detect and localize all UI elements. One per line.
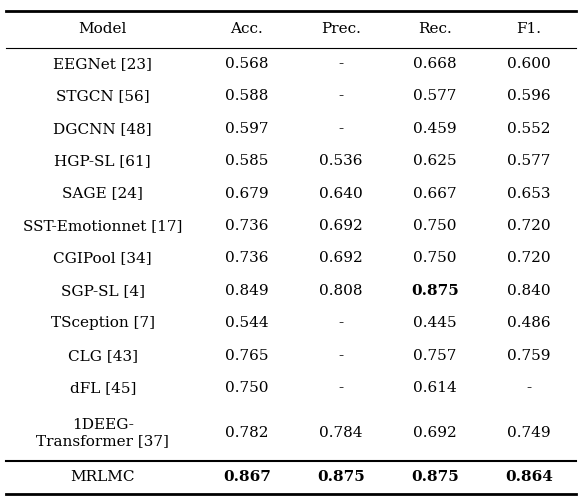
Text: HGP-SL [61]: HGP-SL [61] [55,154,151,168]
Text: 0.568: 0.568 [225,57,268,71]
Text: Rec.: Rec. [418,22,452,36]
Text: DGCNN [48]: DGCNN [48] [54,122,152,136]
Text: 0.875: 0.875 [317,470,365,484]
Text: 0.585: 0.585 [225,154,268,168]
Text: SGP-SL [4]: SGP-SL [4] [61,284,145,298]
Text: 0.459: 0.459 [413,122,457,136]
Text: 0.596: 0.596 [508,90,551,104]
Text: 0.875: 0.875 [411,470,459,484]
Text: 0.692: 0.692 [319,219,363,233]
Text: 0.736: 0.736 [225,252,268,266]
Text: 0.784: 0.784 [319,426,363,440]
Text: 0.614: 0.614 [413,381,457,395]
Text: 0.552: 0.552 [508,122,551,136]
Text: 0.765: 0.765 [225,348,268,362]
Text: -: - [527,381,532,395]
Text: 0.588: 0.588 [225,90,268,104]
Text: 0.782: 0.782 [225,426,268,440]
Text: Model: Model [79,22,127,36]
Text: CGIPool [34]: CGIPool [34] [54,252,152,266]
Text: 0.808: 0.808 [319,284,363,298]
Text: 0.757: 0.757 [413,348,457,362]
Text: 0.640: 0.640 [319,186,363,200]
Text: Prec.: Prec. [321,22,361,36]
Text: 0.840: 0.840 [508,284,551,298]
Text: -: - [338,316,343,330]
Text: 0.867: 0.867 [223,470,271,484]
Text: STGCN [56]: STGCN [56] [56,90,150,104]
Text: Acc.: Acc. [230,22,263,36]
Text: 0.720: 0.720 [508,219,551,233]
Text: SAGE [24]: SAGE [24] [62,186,143,200]
Text: -: - [338,90,343,104]
Text: 0.668: 0.668 [413,57,457,71]
Text: -: - [338,122,343,136]
Text: 0.597: 0.597 [225,122,268,136]
Text: 0.849: 0.849 [225,284,269,298]
Text: 0.759: 0.759 [508,348,551,362]
Text: 0.577: 0.577 [508,154,551,168]
Text: 0.750: 0.750 [225,381,268,395]
Text: EEGNet [23]: EEGNet [23] [54,57,152,71]
Text: 0.749: 0.749 [508,426,551,440]
Text: 0.875: 0.875 [411,284,459,298]
Text: -: - [338,57,343,71]
Text: dFL [45]: dFL [45] [70,381,136,395]
Text: 0.577: 0.577 [413,90,457,104]
Text: MRLMC: MRLMC [70,470,135,484]
Text: 0.625: 0.625 [413,154,457,168]
Text: 0.736: 0.736 [225,219,268,233]
Text: 0.667: 0.667 [413,186,457,200]
Text: SST-Emotionnet [17]: SST-Emotionnet [17] [23,219,183,233]
Text: 0.692: 0.692 [319,252,363,266]
Text: 1DEEG-
Transformer [37]: 1DEEG- Transformer [37] [36,418,169,448]
Text: F1.: F1. [517,22,542,36]
Text: 0.445: 0.445 [413,316,457,330]
Text: 0.544: 0.544 [225,316,269,330]
Text: TSception [7]: TSception [7] [51,316,155,330]
Text: CLG [43]: CLG [43] [68,348,138,362]
Text: -: - [338,381,343,395]
Text: 0.750: 0.750 [413,252,457,266]
Text: 0.653: 0.653 [508,186,551,200]
Text: 0.692: 0.692 [413,426,457,440]
Text: -: - [338,348,343,362]
Text: 0.750: 0.750 [413,219,457,233]
Text: 0.536: 0.536 [319,154,363,168]
Text: 0.600: 0.600 [508,57,551,71]
Text: 0.679: 0.679 [225,186,269,200]
Text: 0.720: 0.720 [508,252,551,266]
Text: 0.864: 0.864 [505,470,553,484]
Text: 0.486: 0.486 [508,316,551,330]
